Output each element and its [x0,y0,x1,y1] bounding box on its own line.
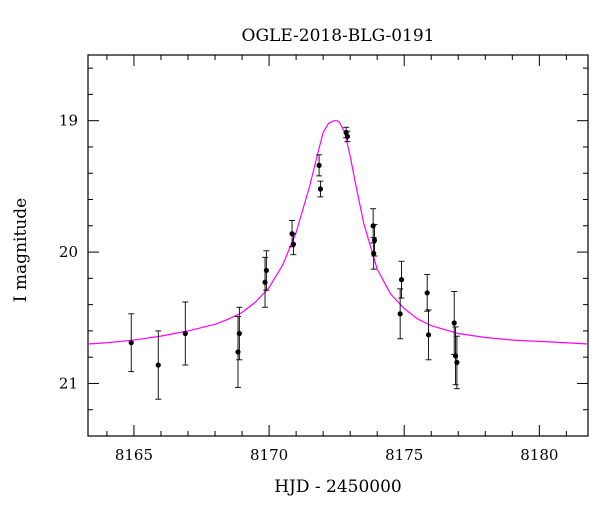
y-axis-label: I magnitude [11,198,31,302]
data-point [452,326,459,386]
y-axis-tick-labels: 19 20 21 [59,112,78,393]
data-point [262,256,269,308]
plot-frame [87,54,589,437]
model-curve [87,120,589,345]
point-marker [371,237,378,243]
data-point [316,154,323,177]
x-tick-label: 8165 [115,446,153,464]
y-tick-label: 21 [59,374,78,392]
data-point [235,315,241,388]
data-point [128,313,135,373]
data-point [371,224,378,257]
data-point [425,309,432,361]
data-point [263,250,270,291]
x-axis-label: HJD - 2450000 [274,477,402,497]
point-marker [451,320,457,326]
point-marker [128,340,134,346]
data-point [317,180,324,198]
point-marker [454,359,460,366]
data-point [344,130,351,143]
x-axis-tick-labels: 8165 8170 8175 8180 [115,446,559,464]
point-marker [317,186,324,192]
y-tick-label: 20 [59,243,78,261]
x-axis-ticks [106,55,567,436]
point-marker [182,330,188,337]
point-marker [155,362,161,368]
model-curve-layer [87,120,589,345]
x-tick-label: 8170 [250,446,288,464]
data-point [451,291,458,355]
x-tick-label: 8175 [385,446,423,464]
data-point [236,306,243,361]
y-axis-ticks [88,67,588,437]
data-point [370,237,377,270]
point-marker [370,223,376,229]
data-point [397,288,404,340]
point-marker [398,277,405,283]
point-marker [235,349,241,355]
point-marker [236,330,242,337]
data-point [155,330,162,400]
point-marker [371,250,377,256]
data-point [398,260,405,299]
chart-title: OGLE-2018-BLG-0191 [242,26,435,46]
point-marker [424,290,430,296]
point-marker [344,133,351,140]
data-point [424,273,431,312]
data-points-layer [128,126,460,400]
point-marker [452,353,459,359]
point-marker [262,279,268,285]
data-point [182,301,189,366]
data-point [290,233,297,256]
point-marker [290,241,297,247]
point-marker [397,311,403,317]
point-marker [263,267,269,274]
x-tick-label: 8180 [520,446,558,464]
plot-border [87,54,589,437]
point-marker [316,162,322,168]
point-marker [425,332,432,338]
y-tick-label: 19 [59,112,78,130]
data-point [453,335,460,390]
